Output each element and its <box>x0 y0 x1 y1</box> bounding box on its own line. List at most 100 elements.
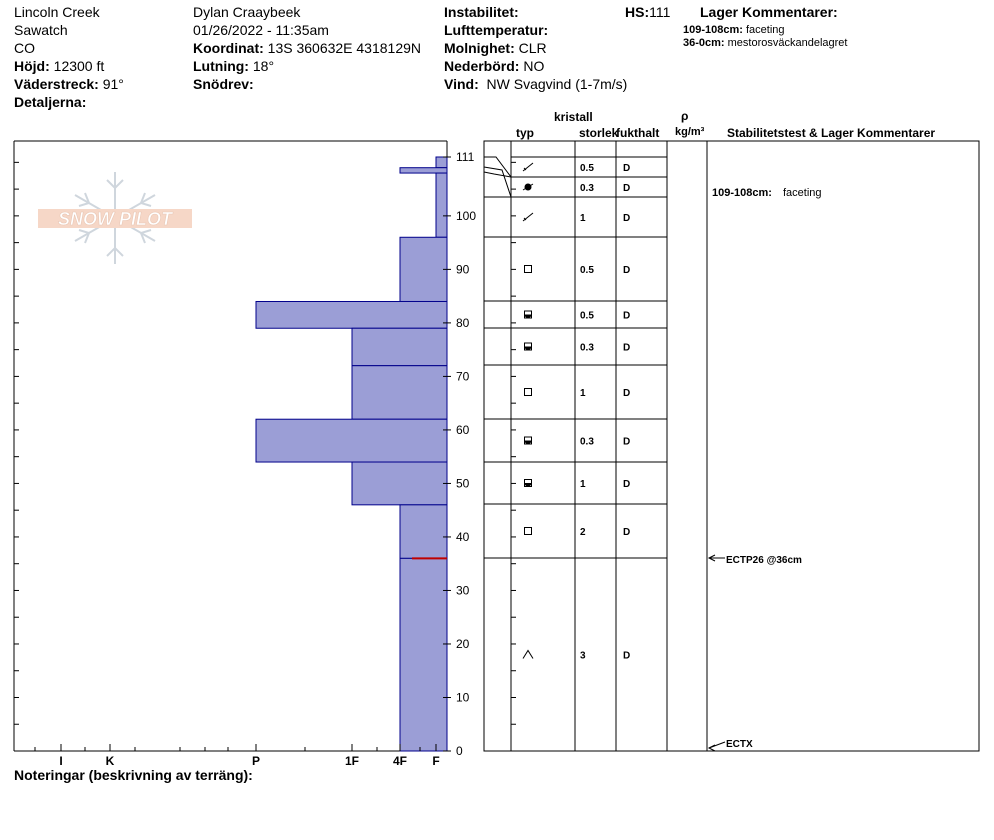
size-header: storlek <box>579 126 619 140</box>
instability-row: Instabilitet: <box>444 3 519 21</box>
glyph-stroke <box>522 183 534 191</box>
grain-size-cell: 1 <box>580 388 586 399</box>
stability-test-label: ECTP26 @36cm <box>726 555 802 566</box>
elevation-label: Höjd: <box>14 58 50 74</box>
glyph-fill <box>524 346 532 351</box>
row-connector <box>483 171 512 178</box>
hardness-bar <box>399 167 448 174</box>
depth-tick-label: 80 <box>456 316 470 330</box>
depth-tick-label: 0 <box>456 744 463 758</box>
hardness-profile: 0 10 20 30 40 50 60 70 80 90 100 111 I K P 1F 4F F <box>13 140 476 768</box>
decomposing-icon <box>522 212 534 222</box>
depth-hoar-icon <box>522 649 534 659</box>
hardness-bar <box>399 236 448 302</box>
grain-size-cell: 3 <box>580 651 586 662</box>
grain-size-cell: 1 <box>580 479 586 490</box>
rho-header: ρ <box>681 109 688 123</box>
stability-arrow-head <box>707 554 716 562</box>
observation-datetime: 01/26/2022 - 11:35am <box>193 22 329 38</box>
facet-icon <box>524 388 532 396</box>
observer-name: Dylan Craaybeek <box>193 4 301 20</box>
aspect-row: Väderstreck: 91° <box>14 75 124 93</box>
type-header: typ <box>516 126 534 140</box>
moisture-cell: D <box>623 311 630 322</box>
facet-icon <box>524 265 532 273</box>
sky-row: Molnighet: CLR <box>444 39 547 57</box>
hardness-bar <box>435 156 448 169</box>
wind-row: Vind: NW Svagvind (1-7m/s) <box>444 75 627 93</box>
hardness-bar <box>255 300 448 329</box>
precip-label: Nederbörd: <box>444 58 520 74</box>
stability-comment-range: 109-108cm: <box>712 187 772 199</box>
wind-label: Vind: <box>444 76 479 92</box>
depth-tick-label: 10 <box>456 690 470 704</box>
layer-comment-2: 36-0cm: mestorosväckandelagret <box>683 37 847 49</box>
stability-header: Stabilitetstest & Lager Kommentarer <box>727 126 935 140</box>
drift-row: Snödrev: <box>193 75 254 93</box>
hardness-tick-label: F <box>432 754 439 768</box>
glyph-stroke <box>522 212 534 222</box>
depth-tick-label: 111 <box>456 150 475 164</box>
glyph-stroke <box>522 162 534 172</box>
grain-size-cell: 0.3 <box>580 183 594 194</box>
sky-value: CLR <box>518 40 547 56</box>
grain-size-cell: 1 <box>580 213 586 224</box>
mountain-range: Sawatch <box>14 22 68 38</box>
hardness-bar <box>399 557 448 752</box>
moisture-cell: D <box>623 343 630 354</box>
details-label: Detaljerna: <box>14 94 87 110</box>
airtemp-label: Lufttemperatur: <box>444 22 549 38</box>
hardness-bar <box>351 461 448 506</box>
moisture-cell: D <box>623 183 630 194</box>
hardness-tick-label: 1F <box>345 754 359 768</box>
hardness-tick-label: I <box>59 754 62 768</box>
slope-value: 18° <box>252 58 275 74</box>
grain-size-cell: 0.3 <box>580 437 594 448</box>
depth-tick-label: 90 <box>456 262 470 276</box>
depth-tick-label: 40 <box>456 530 470 544</box>
glyph-box <box>524 265 532 273</box>
grain-size-cell: 0.3 <box>580 343 594 354</box>
stability-arrow-head <box>707 744 716 752</box>
instability-label: Instabilitet: <box>444 4 519 20</box>
hs-row: HS:111 <box>625 3 670 21</box>
coordinate-label: Koordinat: <box>193 40 264 56</box>
snowpilot-logo: SNOW PILOT <box>38 172 192 264</box>
elevation-value: 12300 ft <box>53 58 105 74</box>
depth-tick-label: 20 <box>456 637 470 651</box>
snowpilot-logo-text: SNOW PILOT <box>58 209 174 229</box>
layer-comment-1-text: faceting <box>746 24 785 36</box>
hs-label: HS: <box>625 4 650 20</box>
row-connector <box>483 166 512 198</box>
state: CO <box>14 40 35 56</box>
aspect-label: Väderstreck: <box>14 76 99 92</box>
coordinate-row: Koordinat: 13S 360632E 4318129N <box>193 39 421 57</box>
terrain-notes: Noteringar (beskrivning av terräng): <box>14 767 253 783</box>
details-row: Detaljerna: <box>14 93 86 111</box>
glyph-stroke <box>523 167 527 171</box>
layer-comment-1-range: 109-108cm: <box>683 24 743 36</box>
layer-table: 0.5 D 0.3 D 1 D 0.5 D 0.5 D 0.3 D 1 D 0.3 D 1 D 2 D 3 D ECTP26… <box>483 140 980 752</box>
precip-value: NO <box>523 58 545 74</box>
slope-label: Lutning: <box>193 58 249 74</box>
crystal-header: kristall <box>554 110 593 124</box>
hardness-bar <box>351 365 448 420</box>
glyph-box <box>524 527 532 535</box>
moisture-cell: D <box>623 651 630 662</box>
moisture-cell: D <box>623 265 630 276</box>
sky-label: Molnighet: <box>444 40 515 56</box>
mixed-icon <box>524 479 532 487</box>
depth-tick-label: 60 <box>456 423 470 437</box>
moisture-cell: D <box>623 388 630 399</box>
facet-icon <box>524 527 532 535</box>
hardness-tick-label: P <box>252 754 260 768</box>
hardness-bar <box>435 172 448 238</box>
mixed-icon <box>524 342 532 351</box>
grain-size-cell: 0.5 <box>580 163 594 174</box>
layer-comment-1: 109-108cm: faceting <box>683 24 785 36</box>
hardness-tick-label: K <box>106 754 115 768</box>
airtemp-row: Lufttemperatur: <box>444 21 548 39</box>
slope-row: Lutning: 18° <box>193 57 274 75</box>
location-name: Lincoln Creek <box>14 4 100 20</box>
